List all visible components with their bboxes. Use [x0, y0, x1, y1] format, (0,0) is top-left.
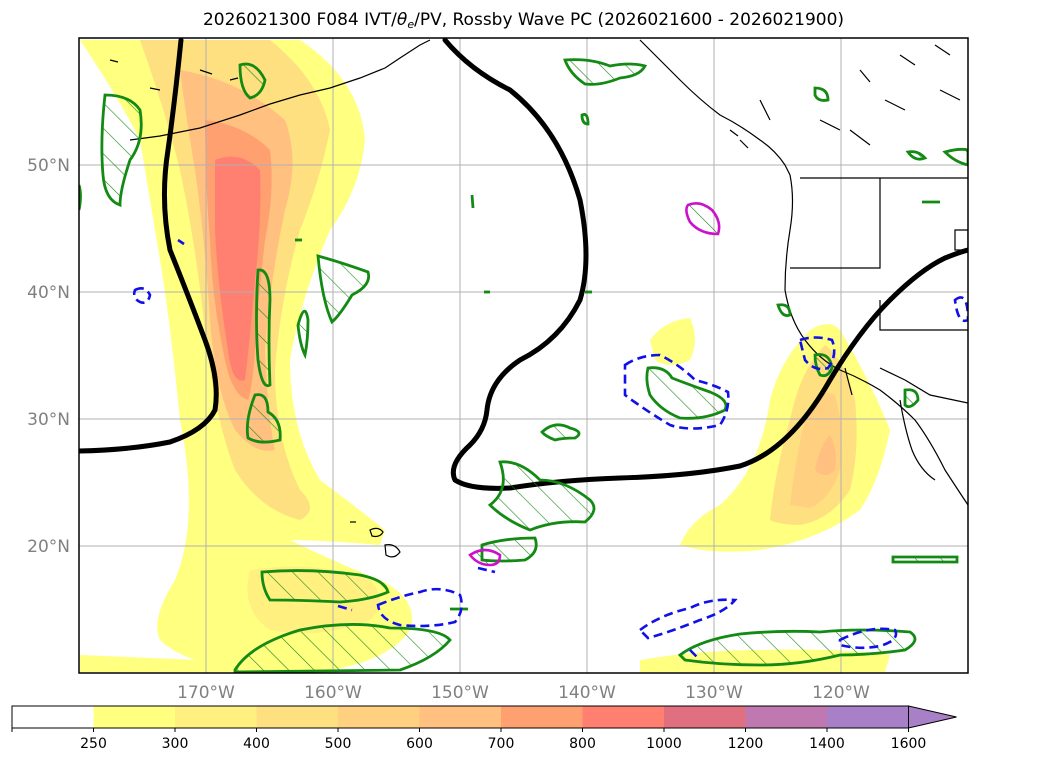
colorbar-segment	[664, 706, 746, 728]
colorbar: 250 300 400 500 600 700 800 1000 1200 1400 1600	[11, 705, 957, 752]
latitude-ticks: 50°N 40°N 30°N 20°N	[27, 156, 70, 557]
lat-tick-label: 40°N	[27, 283, 70, 303]
lat-tick-label: 50°N	[27, 156, 70, 176]
colorbar-tick-label: 500	[325, 736, 352, 752]
map-frame	[78, 37, 969, 674]
title-theta-symbol: θ	[396, 10, 408, 30]
colorbar-tick-label: 1000	[646, 736, 682, 752]
colorbar-segment	[338, 706, 420, 728]
title-prefix: 2026021300 F084 IVT/	[202, 10, 397, 30]
magenta-contours	[468, 202, 721, 567]
colorbar-segment	[419, 706, 502, 728]
lon-tick-label: 170°W	[177, 683, 235, 703]
colorbar-tick-label: 800	[569, 736, 596, 752]
colorbar-segment	[582, 706, 665, 728]
lon-tick-label: 160°W	[304, 683, 362, 703]
colorbar-tick-label: 1600	[891, 736, 927, 752]
title-theta-subscript: e	[407, 18, 415, 31]
longitude-ticks: 170°W 160°W 150°W 140°W 130°W 120°W	[177, 683, 870, 703]
colorbar-segment	[256, 706, 339, 728]
colorbar-tick-label: 700	[488, 736, 515, 752]
map-title: 2026021300 F084 IVT/θe/PV, Rossby Wave P…	[0, 10, 1047, 31]
colorbar-segment	[827, 706, 909, 728]
coastlines	[109, 39, 968, 558]
lat-tick-label: 30°N	[27, 410, 70, 430]
theta-e-hatched-contours	[79, 58, 968, 673]
pv-dashed-contours	[132, 238, 968, 661]
colorbar-extend-arrow	[908, 705, 957, 729]
colorbar-tick-label: 300	[162, 736, 189, 752]
lat-tick-label: 20°N	[27, 537, 70, 557]
colorbar-tick-label: 1400	[809, 736, 845, 752]
lon-tick-label: 130°W	[685, 683, 743, 703]
colorbar-tick-label: 400	[243, 736, 270, 752]
colorbar-segment	[501, 706, 583, 728]
colorbar-segment	[12, 706, 94, 728]
lon-tick-label: 120°W	[812, 683, 870, 703]
title-suffix: /PV, Rossby Wave PC (2026021600 - 202602…	[414, 10, 845, 30]
colorbar-tick-label: 600	[406, 736, 433, 752]
map-plot-area	[79, 38, 968, 673]
map-gridlines	[79, 38, 968, 673]
rossby-pc-contours	[79, 38, 968, 491]
colorbar-outline	[11, 705, 909, 729]
lon-tick-label: 150°W	[431, 683, 489, 703]
colorbar-segment	[93, 706, 176, 728]
colorbar-segment	[175, 706, 257, 728]
colorbar-tick-label: 1200	[728, 736, 764, 752]
colorbar-tick-label: 250	[80, 736, 107, 752]
colorbar-segment	[745, 706, 828, 728]
lon-tick-label: 140°W	[558, 683, 616, 703]
